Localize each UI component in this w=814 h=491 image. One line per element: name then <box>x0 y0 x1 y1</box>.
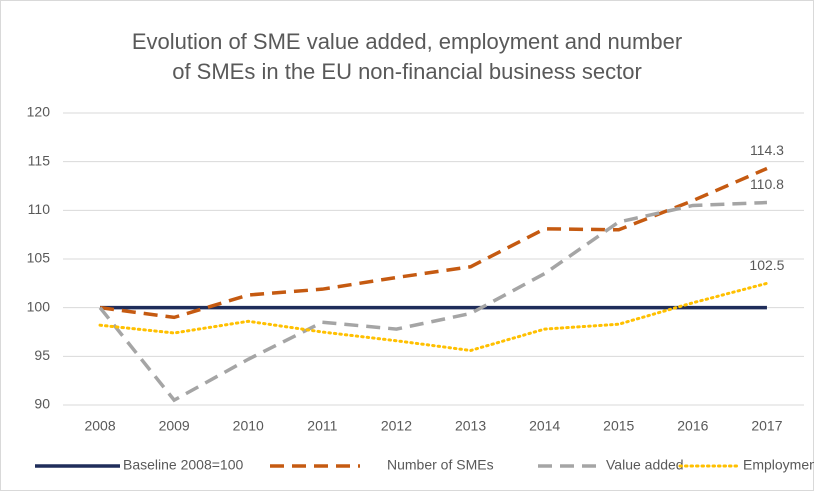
x-tick-label: 2016 <box>677 418 708 434</box>
y-tick-label: 100 <box>27 298 51 314</box>
y-tick-label: 90 <box>34 396 50 412</box>
series-line <box>98 200 768 403</box>
y-tick-label: 105 <box>27 250 51 266</box>
legend-label: Baseline 2008=100 <box>123 457 243 473</box>
data-label: 114.3 <box>750 142 784 158</box>
x-tick-label: 2011 <box>307 418 337 434</box>
data-label: 102.5 <box>749 257 784 273</box>
x-tick-label: 2012 <box>381 418 412 434</box>
x-tick-label: 2013 <box>455 418 486 434</box>
chart-title: of SMEs in the EU non-financial business… <box>172 59 642 84</box>
x-tick-label: 2014 <box>529 418 560 434</box>
chart-title: Evolution of SME value added, employment… <box>132 29 682 54</box>
legend-label: Number of SMEs <box>387 457 494 473</box>
data-label: 110.8 <box>750 176 784 192</box>
y-tick-label: 115 <box>28 152 51 168</box>
x-tick-label: 2008 <box>84 418 115 434</box>
x-tick-label: 2009 <box>159 418 190 434</box>
y-tick-label: 120 <box>27 104 51 120</box>
legend-label: Value added <box>606 457 684 473</box>
x-tick-label: 2017 <box>751 418 782 434</box>
y-tick-label: 95 <box>34 347 50 363</box>
x-tick-label: 2010 <box>233 418 264 434</box>
legend-label: Employment <box>743 457 814 473</box>
x-tick-label: 2015 <box>603 418 634 434</box>
y-tick-label: 110 <box>28 201 51 217</box>
series-line <box>98 281 769 353</box>
